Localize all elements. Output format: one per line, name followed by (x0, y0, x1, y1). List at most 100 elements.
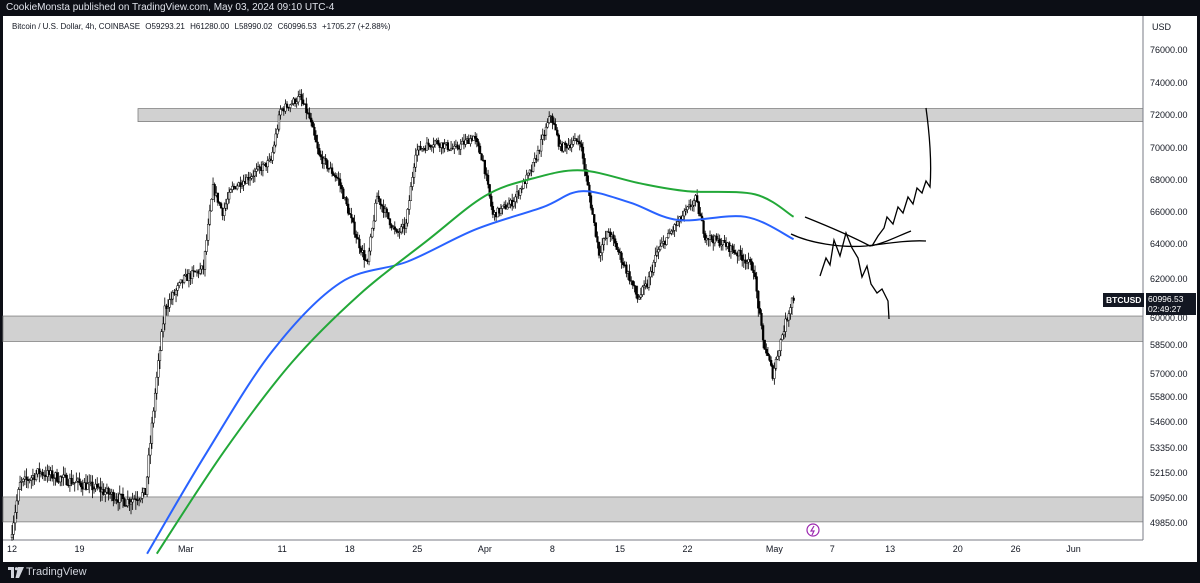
candle (696, 195, 699, 202)
candle (760, 313, 763, 326)
candle (223, 208, 226, 216)
candle (367, 250, 371, 262)
lightning-icon[interactable] (806, 523, 820, 537)
candle (437, 140, 440, 145)
candle (488, 184, 491, 197)
candle (274, 133, 277, 146)
candle (557, 134, 560, 147)
candle (618, 251, 622, 254)
candle (224, 203, 228, 209)
candle (337, 177, 340, 180)
candle (137, 499, 141, 501)
zone-3[interactable] (2, 496, 1144, 523)
candle (129, 501, 133, 505)
candle (758, 307, 762, 314)
time-tick-label: 11 (278, 544, 287, 554)
candle (390, 224, 393, 229)
candle (104, 491, 107, 495)
candle (654, 255, 657, 263)
candle (316, 141, 319, 149)
candle (75, 480, 78, 483)
candle (153, 392, 157, 412)
candle (499, 208, 503, 214)
candle (660, 242, 663, 247)
candle (456, 144, 459, 149)
candle (377, 195, 380, 200)
candle (356, 237, 359, 240)
candle (490, 195, 493, 207)
candle (633, 284, 636, 287)
candle (52, 477, 55, 479)
candle (430, 146, 433, 148)
candle (134, 498, 137, 501)
candles-layer (10, 89, 795, 541)
candle (704, 233, 707, 241)
candle (71, 482, 75, 485)
candle (552, 122, 556, 125)
candle (255, 168, 258, 172)
candle (562, 142, 565, 152)
candle (583, 158, 586, 170)
candle (203, 251, 207, 270)
candle (425, 142, 429, 151)
candle (395, 229, 398, 232)
candle (731, 245, 734, 251)
price-axis: 76000.00 74000.00 72000.00 70000.00 68000.00… (1150, 45, 1188, 528)
candle (692, 200, 696, 206)
candle (236, 185, 239, 190)
candle (702, 220, 705, 234)
candle (766, 352, 770, 356)
candle (634, 285, 638, 295)
candle (761, 325, 765, 341)
candle (284, 103, 287, 112)
candle (256, 166, 260, 170)
candle (408, 200, 411, 210)
candle (544, 126, 548, 136)
ma-blue-line (146, 190, 795, 555)
candle (327, 168, 330, 170)
candle (432, 144, 435, 148)
candle (554, 124, 557, 131)
candle (533, 158, 536, 163)
candle (157, 360, 160, 378)
candle (570, 143, 573, 148)
candle (400, 226, 403, 233)
candle (25, 476, 28, 480)
candle (297, 96, 300, 103)
candle (739, 250, 742, 256)
candle (301, 99, 305, 104)
candle (387, 212, 390, 219)
candle (475, 138, 478, 143)
candle (342, 188, 345, 200)
candle (649, 270, 652, 278)
candle (15, 500, 18, 513)
candle (782, 331, 786, 336)
candle (586, 175, 589, 186)
candle (427, 142, 430, 146)
candle (589, 195, 593, 209)
candle (480, 153, 483, 161)
candle (765, 349, 768, 354)
candle (469, 138, 472, 145)
candle (486, 174, 490, 185)
candle (519, 188, 522, 196)
candle (784, 318, 787, 332)
candle (593, 214, 596, 223)
price-chart[interactable]: 76000.00 74000.00 72000.00 70000.00 68000.00… (0, 0, 1200, 562)
price-tick-label: 53350.00 (1150, 443, 1188, 453)
candle (38, 468, 41, 474)
candle (314, 135, 318, 143)
symbol-tag: BTCUSD (1103, 293, 1145, 307)
candle (604, 237, 607, 240)
candle (10, 534, 14, 539)
candle (330, 167, 334, 174)
candle (371, 228, 374, 238)
candle (575, 138, 578, 142)
zone-2[interactable] (2, 315, 1144, 342)
candle (757, 290, 760, 309)
candle (166, 306, 170, 309)
candle (121, 494, 125, 499)
candle (478, 145, 482, 155)
candle (576, 140, 580, 142)
candle (594, 222, 597, 237)
